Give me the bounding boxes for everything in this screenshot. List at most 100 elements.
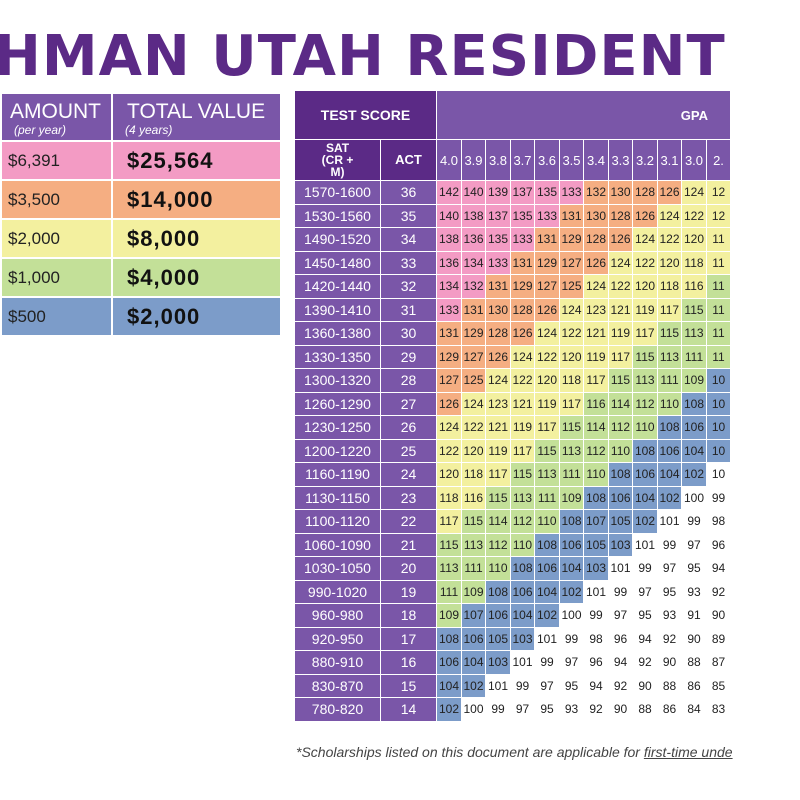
index-value: 104 bbox=[657, 462, 682, 487]
sat-range: 1200-1220 bbox=[294, 438, 381, 463]
index-value: 11 bbox=[706, 274, 731, 299]
index-value: 132 bbox=[583, 180, 609, 205]
act-score: 32 bbox=[380, 274, 437, 299]
index-value: 134 bbox=[461, 250, 486, 275]
index-value: 104 bbox=[632, 485, 658, 510]
index-value: 108 bbox=[608, 462, 633, 487]
index-value: 120 bbox=[461, 438, 486, 463]
index-value: 119 bbox=[534, 391, 560, 416]
index-value: 129 bbox=[510, 274, 535, 299]
index-value: 118 bbox=[436, 485, 462, 510]
act-score: 16 bbox=[380, 650, 437, 675]
sat-range: 1420-1440 bbox=[294, 274, 381, 299]
gpa-column-header: 3.8 bbox=[485, 139, 511, 181]
index-value: 124 bbox=[534, 321, 560, 346]
index-value: 121 bbox=[485, 415, 511, 440]
index-value: 136 bbox=[436, 250, 462, 275]
index-value: 122 bbox=[510, 368, 535, 393]
index-value: 124 bbox=[632, 227, 658, 252]
index-value: 102 bbox=[559, 579, 584, 604]
index-value: 89 bbox=[706, 626, 731, 651]
index-value: 108 bbox=[583, 485, 609, 510]
index-value: 140 bbox=[461, 180, 486, 205]
index-value: 93 bbox=[681, 579, 707, 604]
index-value: 122 bbox=[657, 227, 682, 252]
index-value: 129 bbox=[559, 227, 584, 252]
index-value: 140 bbox=[436, 203, 462, 228]
index-value: 94 bbox=[706, 556, 731, 581]
index-value: 113 bbox=[461, 532, 486, 557]
index-value: 96 bbox=[706, 532, 731, 557]
index-value: 97 bbox=[681, 532, 707, 557]
index-value: 104 bbox=[510, 603, 535, 628]
total-value-header: TOTAL VALUE (4 years) bbox=[111, 92, 282, 142]
sat-range: 1570-1600 bbox=[294, 180, 381, 205]
index-value: 127 bbox=[436, 368, 462, 393]
index-value: 122 bbox=[681, 203, 707, 228]
index-value: 118 bbox=[461, 462, 486, 487]
amount-header-label: AMOUNT bbox=[10, 100, 101, 123]
index-value: 115 bbox=[485, 485, 511, 510]
amount-row: $3,500 $14,000 bbox=[0, 179, 282, 220]
gpa-column-header: 3.3 bbox=[608, 139, 633, 181]
index-value: 129 bbox=[534, 250, 560, 275]
index-value: 113 bbox=[681, 321, 707, 346]
index-value: 122 bbox=[436, 438, 462, 463]
index-value: 122 bbox=[559, 321, 584, 346]
index-value: 128 bbox=[632, 180, 658, 205]
act-score: 22 bbox=[380, 509, 437, 534]
index-value: 114 bbox=[583, 415, 609, 440]
index-value: 99 bbox=[632, 556, 658, 581]
index-value: 117 bbox=[510, 438, 535, 463]
score-row: 1230-1250 26 124 122 121 119 117 115 114 112 110 10… bbox=[294, 415, 731, 440]
index-value: 116 bbox=[461, 485, 486, 510]
act-score: 35 bbox=[380, 203, 437, 228]
gpa-column-header: 3.4 bbox=[583, 139, 609, 181]
score-row: 1130-1150 23 118 116 115 113 111 109 108 106 104 10… bbox=[294, 485, 731, 510]
index-value: 128 bbox=[608, 203, 633, 228]
test-score-header: TEST SCORE bbox=[294, 90, 437, 140]
act-score: 30 bbox=[380, 321, 437, 346]
gpa-column-header: 3.7 bbox=[510, 139, 535, 181]
sat-range: 880-910 bbox=[294, 650, 381, 675]
index-value: 102 bbox=[461, 673, 486, 698]
total-value: $2,000 bbox=[111, 296, 282, 337]
index-value: 106 bbox=[608, 485, 633, 510]
index-value: 111 bbox=[681, 344, 707, 369]
index-value: 88 bbox=[632, 697, 658, 722]
index-value: 95 bbox=[657, 579, 682, 604]
index-value: 88 bbox=[681, 650, 707, 675]
index-value: 133 bbox=[485, 250, 511, 275]
index-value: 106 bbox=[436, 650, 462, 675]
index-value: 126 bbox=[608, 227, 633, 252]
sat-range: 1450-1480 bbox=[294, 250, 381, 275]
index-value: 133 bbox=[559, 180, 584, 205]
scholarship-amount-table: AMOUNT (per year) TOTAL VALUE (4 years) … bbox=[0, 92, 282, 337]
index-value: 122 bbox=[632, 250, 658, 275]
index-value: 124 bbox=[485, 368, 511, 393]
index-value: 90 bbox=[632, 673, 658, 698]
score-row: 1060-1090 21 115 113 112 110 108 106 105 103 101 99… bbox=[294, 532, 731, 557]
score-row: 1390-1410 31 133 131 130 128 126 124 123 121 119 11… bbox=[294, 297, 731, 322]
index-value: 134 bbox=[436, 274, 462, 299]
index-value: 117 bbox=[608, 344, 633, 369]
sat-range: 830-870 bbox=[294, 673, 381, 698]
index-value: 111 bbox=[559, 462, 584, 487]
act-score: 19 bbox=[380, 579, 437, 604]
index-value: 95 bbox=[534, 697, 560, 722]
score-row: 1330-1350 29 129 127 126 124 122 120 119 117 115 11… bbox=[294, 344, 731, 369]
index-value: 126 bbox=[583, 250, 609, 275]
index-value: 133 bbox=[510, 227, 535, 252]
index-value: 11 bbox=[706, 344, 731, 369]
sat-range: 1300-1320 bbox=[294, 368, 381, 393]
index-value: 100 bbox=[681, 485, 707, 510]
index-value: 117 bbox=[485, 462, 511, 487]
index-value: 115 bbox=[632, 344, 658, 369]
index-value: 121 bbox=[583, 321, 609, 346]
sat-range: 920-950 bbox=[294, 626, 381, 651]
index-value: 104 bbox=[534, 579, 560, 604]
index-value: 111 bbox=[436, 579, 462, 604]
index-value: 94 bbox=[608, 650, 633, 675]
sat-range: 1230-1250 bbox=[294, 415, 381, 440]
gpa-column-header: 3.1 bbox=[657, 139, 682, 181]
